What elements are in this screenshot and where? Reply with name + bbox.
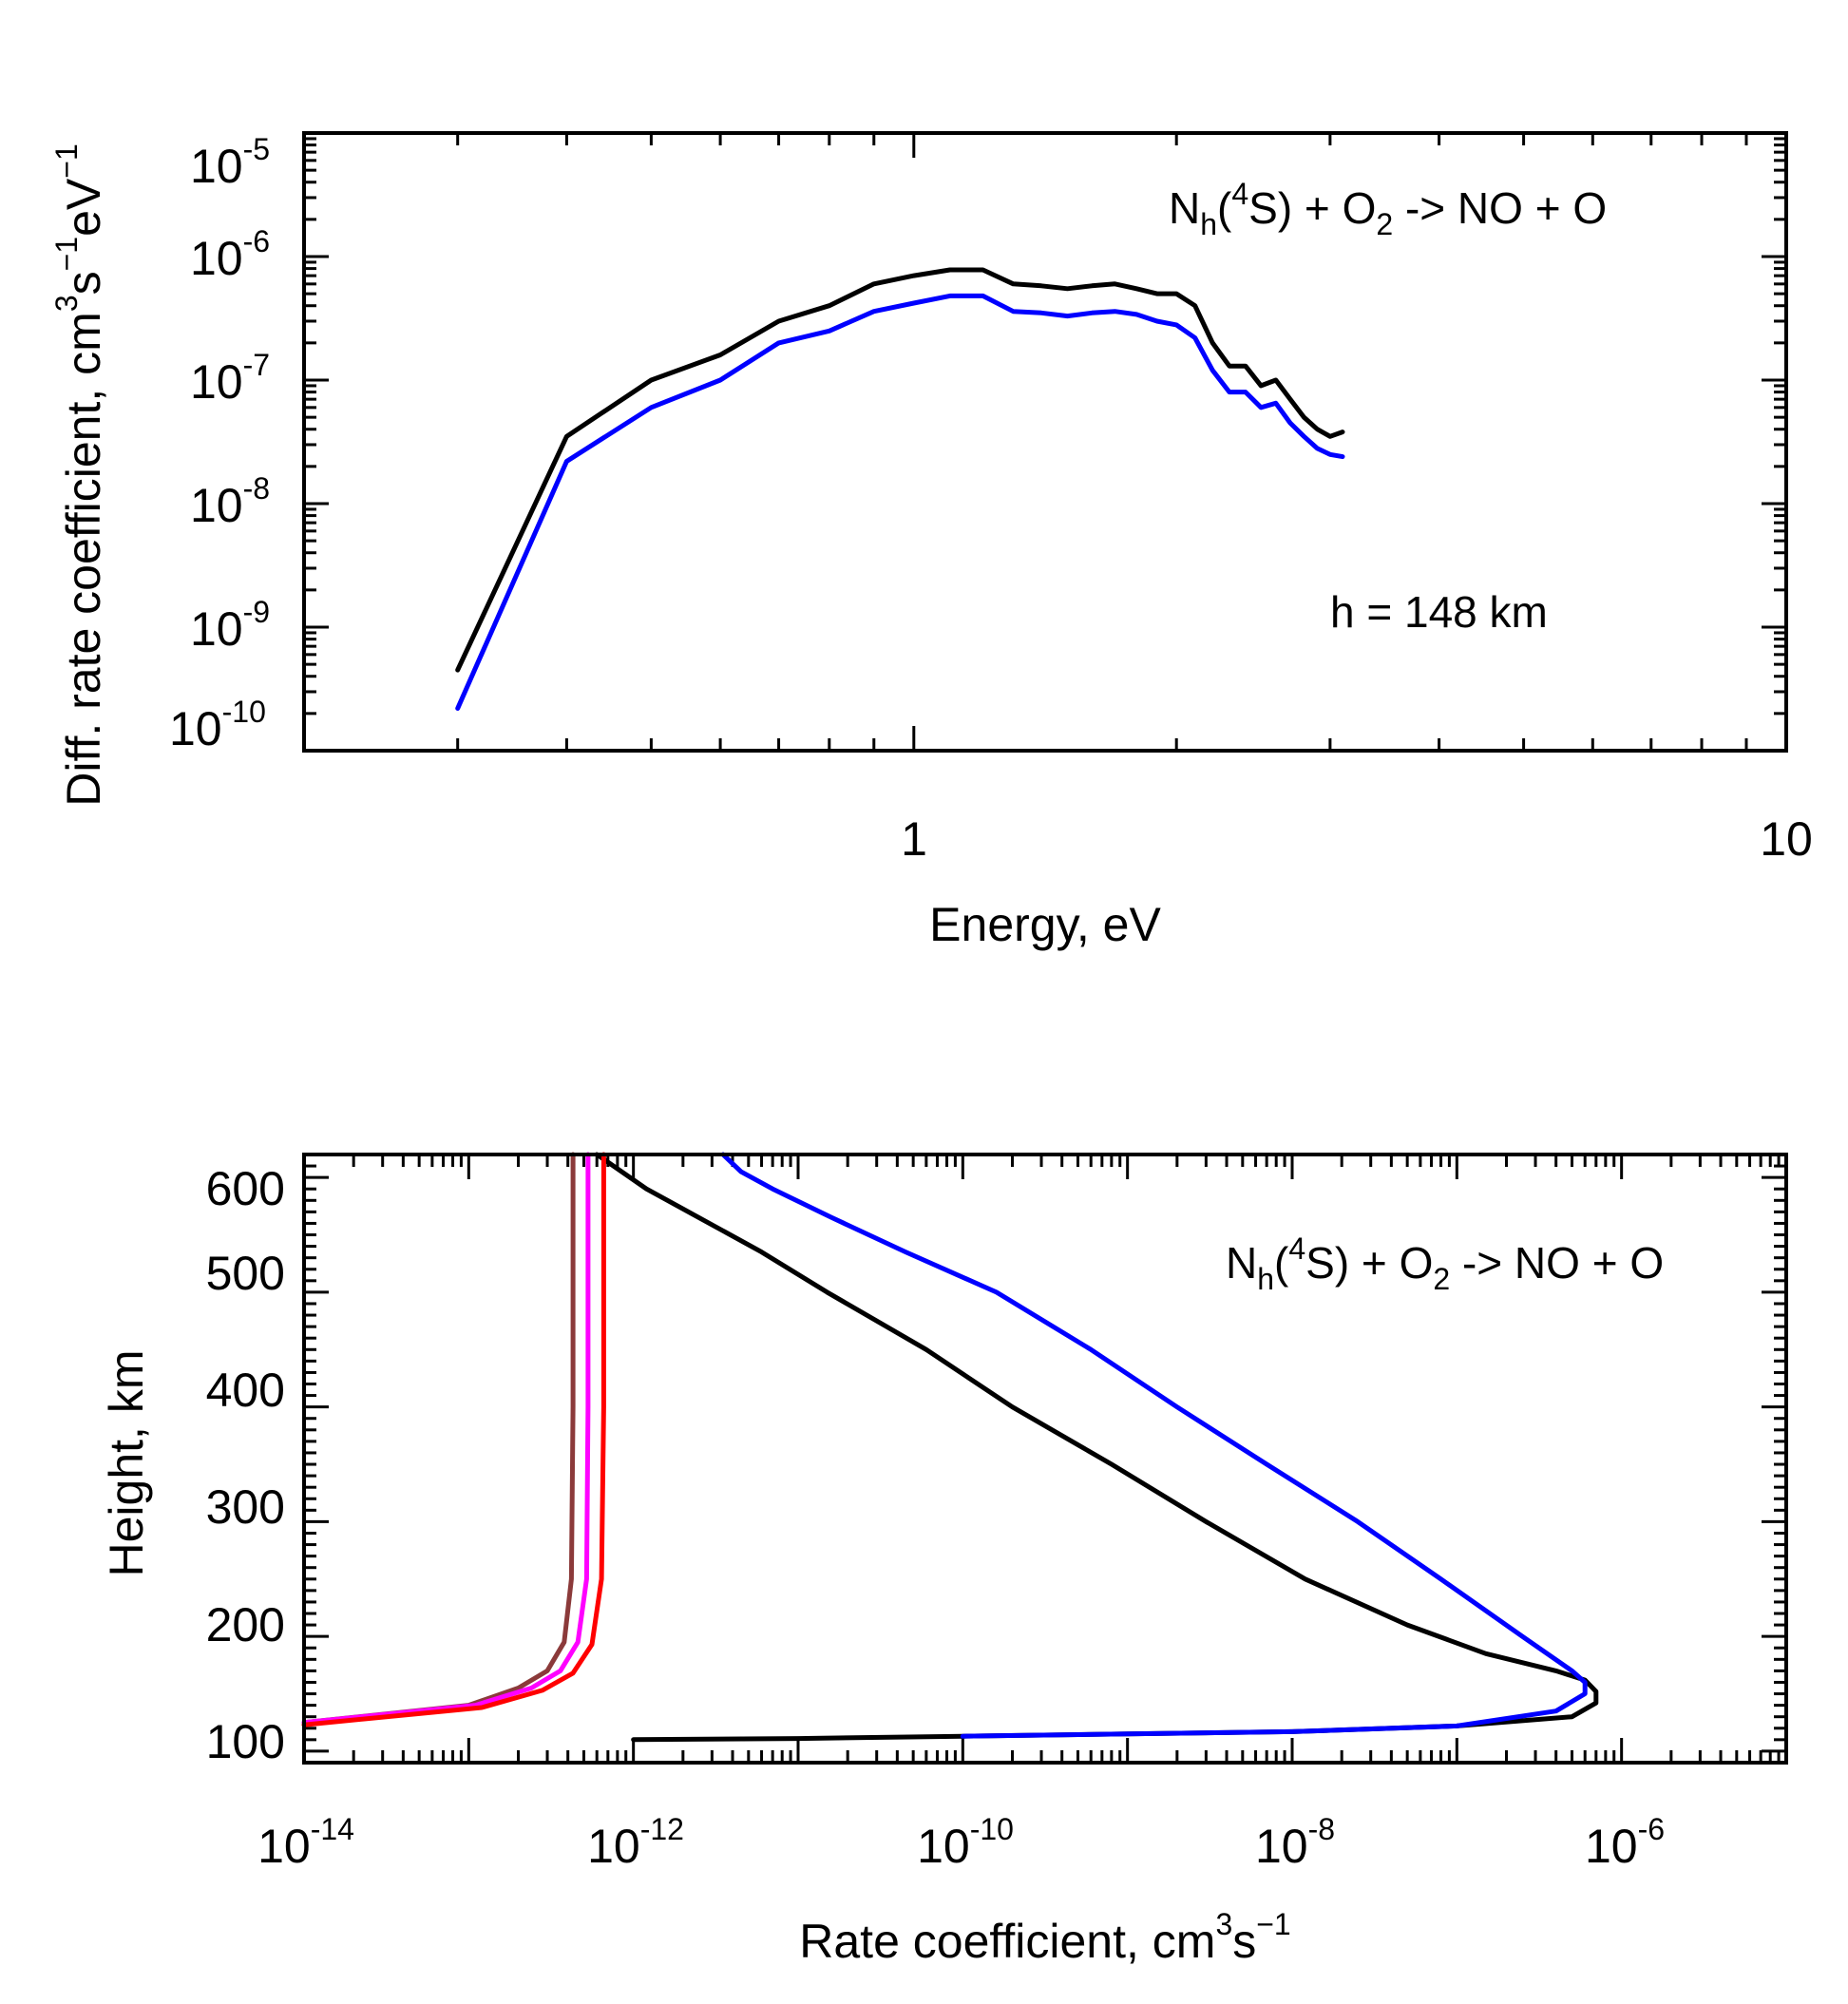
top-y-tick-label: 10-9 [190,595,270,656]
bottom-x-axis-title: Rate coefficient, cm3s−1 [799,1907,1290,1968]
bottom-y-tick-label: 100 [206,1715,285,1768]
bottom-y-tick-label: 500 [206,1247,285,1300]
top-y-tick-label: 10-7 [190,348,270,409]
bottom-chart-series-blue [720,1152,1588,1739]
bottom-chart-series-black [594,1152,1599,1743]
top-y-tick-label: 10-5 [190,132,270,193]
bottom-chart-ticks [302,1153,1788,1765]
top-y-tick-label: 10-10 [169,695,266,755]
bottom-chart-series-red [301,1152,606,1727]
bottom-chart-series [301,1152,1599,1743]
top-chart-series-black [455,267,1345,673]
top-x-tick-label: 10 [1760,812,1813,866]
top-chart-frame [302,131,1788,753]
bottom-y-tick-label: 300 [206,1480,285,1534]
top-y-tick-label: 10-8 [190,471,270,532]
bottom-chart-series-brown [301,1152,576,1726]
bottom-y-tick-label: 400 [206,1364,285,1417]
bottom-x-tick-label: 10-8 [1255,1812,1335,1873]
bottom-x-tick-label: 10-12 [587,1812,684,1873]
bottom-y-tick-label: 600 [206,1162,285,1215]
top-y-axis-title: Diff. rate coefficient, cm3s−1eV−1 [49,143,110,807]
bottom-x-tick-label: 10-14 [257,1812,354,1873]
top-chart-series [455,267,1345,711]
bottom-y-tick-label: 200 [206,1598,285,1651]
top-altitude-annotation: h = 148 km [1330,587,1548,637]
top-reaction-annotation: Nh(4S) + O2 -> NO + O [1169,177,1607,241]
top-x-axis-title: Energy, eV [929,898,1161,951]
top-y-tick-label: 10-6 [190,224,270,285]
bottom-x-tick-label: 10-6 [1585,1812,1665,1873]
bottom-x-tick-label: 10-10 [917,1812,1014,1873]
bottom-y-axis-title: Height, km [100,1350,153,1577]
top-x-tick-label: 1 [901,812,927,866]
bottom-reaction-annotation: Nh(4S) + O2 -> NO + O [1226,1231,1664,1296]
top-chart-series-blue [455,293,1345,711]
bottom-chart-frame [302,1153,1788,1765]
bottom-chart-series-magenta [301,1152,591,1726]
